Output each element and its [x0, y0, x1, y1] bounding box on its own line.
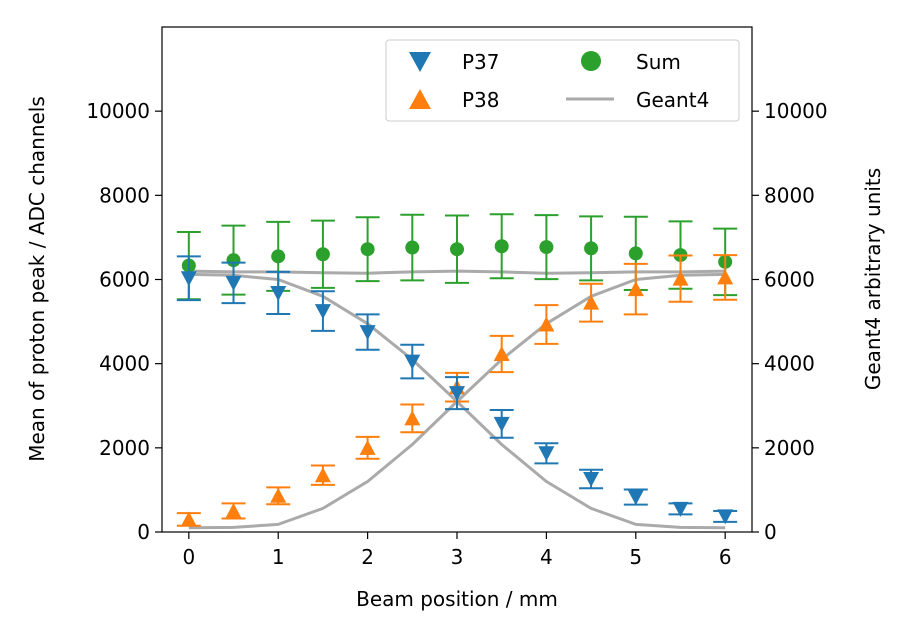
- legend-marker-p37: [409, 52, 431, 72]
- point-p37: [538, 446, 555, 462]
- point-p38: [583, 294, 600, 310]
- point-p37: [180, 271, 197, 287]
- point-p38: [180, 511, 197, 527]
- point-sum: [494, 239, 509, 254]
- point-p38: [717, 269, 734, 285]
- x-tick-label: 2: [361, 545, 374, 569]
- legend-label-p38: P38: [462, 88, 500, 112]
- point-sum: [584, 241, 599, 256]
- x-tick-label: 1: [272, 545, 285, 569]
- point-p37: [404, 354, 421, 370]
- point-sum: [628, 246, 643, 261]
- y-tick-label: 10000: [86, 99, 150, 123]
- x-tick-label: 0: [182, 545, 195, 569]
- point-p38: [672, 270, 689, 286]
- legend-label-p37: P37: [462, 50, 500, 74]
- point-p38: [404, 410, 421, 426]
- y2-tick-label: 0: [764, 520, 777, 544]
- x-axis-label: Beam position / mm: [356, 587, 558, 611]
- point-p38: [627, 281, 644, 297]
- point-p38: [314, 467, 331, 483]
- point-p38: [225, 502, 242, 518]
- y-tick-label: 0: [137, 520, 150, 544]
- y2-tick-label: 8000: [764, 183, 815, 207]
- legend-label-sum: Sum: [636, 50, 681, 74]
- point-p37: [225, 275, 242, 291]
- point-sum: [315, 247, 330, 262]
- y2-tick-label: 10000: [764, 99, 828, 123]
- y-tick-label: 2000: [99, 436, 150, 460]
- legend-label-geant4: Geant4: [636, 88, 709, 112]
- y-tick-label: 4000: [99, 352, 150, 376]
- point-sum: [360, 242, 375, 257]
- point-p38: [270, 487, 287, 503]
- point-p37: [314, 304, 331, 320]
- point-p37: [672, 501, 689, 517]
- y2-tick-label: 6000: [764, 268, 815, 292]
- point-p37: [627, 490, 644, 506]
- legend: P37 P38 Sum Geant4: [385, 39, 740, 122]
- x-tick-label: 3: [451, 545, 464, 569]
- axis-ticks: 0 1 2 3 4 5 6 0 0 2000 2000 4000 4000 6000 6000 8000 800…: [86, 99, 827, 569]
- x-tick-label: 4: [540, 545, 553, 569]
- point-p37: [717, 509, 734, 525]
- legend-box: [385, 39, 740, 122]
- point-p38: [493, 345, 510, 361]
- point-p37: [359, 325, 376, 341]
- y2-tick-label: 4000: [764, 352, 815, 376]
- chart-marks: [176, 213, 738, 530]
- point-p38: [538, 316, 555, 332]
- y2-axis-label: Geant4 arbitrary units: [861, 168, 885, 390]
- point-p37: [583, 471, 600, 487]
- legend-marker-p38: [409, 89, 431, 109]
- point-sum: [405, 240, 420, 255]
- legend-marker-sum: [581, 51, 601, 71]
- y-tick-label: 6000: [99, 268, 150, 292]
- point-p38: [359, 439, 376, 455]
- x-tick-label: 6: [719, 545, 732, 569]
- y2-tick-label: 2000: [764, 436, 815, 460]
- x-tick-label: 5: [629, 545, 642, 569]
- point-p37: [493, 416, 510, 432]
- point-sum: [450, 242, 464, 257]
- y-tick-label: 8000: [99, 183, 150, 207]
- y-axis-label: Mean of proton peak / ADC channels: [25, 96, 49, 462]
- point-p37: [449, 386, 465, 402]
- point-sum: [271, 249, 286, 264]
- point-p37: [270, 285, 287, 301]
- point-sum: [539, 240, 554, 255]
